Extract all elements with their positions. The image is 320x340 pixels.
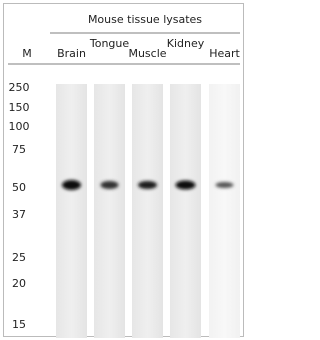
marker-size: 100 xyxy=(9,120,30,133)
lane xyxy=(170,84,201,338)
marker-size: 25 xyxy=(12,251,26,264)
lane xyxy=(132,84,163,338)
lane-label: Muscle xyxy=(128,47,166,60)
lane xyxy=(94,84,125,338)
marker-size: 75 xyxy=(12,143,26,156)
marker-size: 150 xyxy=(9,101,30,114)
band xyxy=(62,180,81,190)
lane-label: Brain xyxy=(57,47,86,60)
marker-size: 37 xyxy=(12,208,26,221)
blot-figure: Mouse tissue lysates M BrainTongueMuscle… xyxy=(0,0,248,340)
band xyxy=(216,182,234,188)
lane xyxy=(56,84,87,338)
band xyxy=(176,181,196,190)
marker-size: 20 xyxy=(12,277,26,290)
marker-size: 50 xyxy=(12,181,26,194)
lane-label: Tongue xyxy=(89,37,130,50)
marker-label: M xyxy=(22,47,32,60)
band xyxy=(101,181,119,189)
lane-label: Kidney xyxy=(167,37,205,50)
band xyxy=(138,181,157,189)
lane xyxy=(209,84,240,338)
marker-size: 15 xyxy=(12,318,26,331)
header-title: Mouse tissue lysates xyxy=(88,13,202,26)
marker-size: 250 xyxy=(9,81,30,94)
markers: 250 150 100 75 50 37 25 20 15 xyxy=(9,81,30,331)
lane-label: Heart xyxy=(209,47,240,60)
